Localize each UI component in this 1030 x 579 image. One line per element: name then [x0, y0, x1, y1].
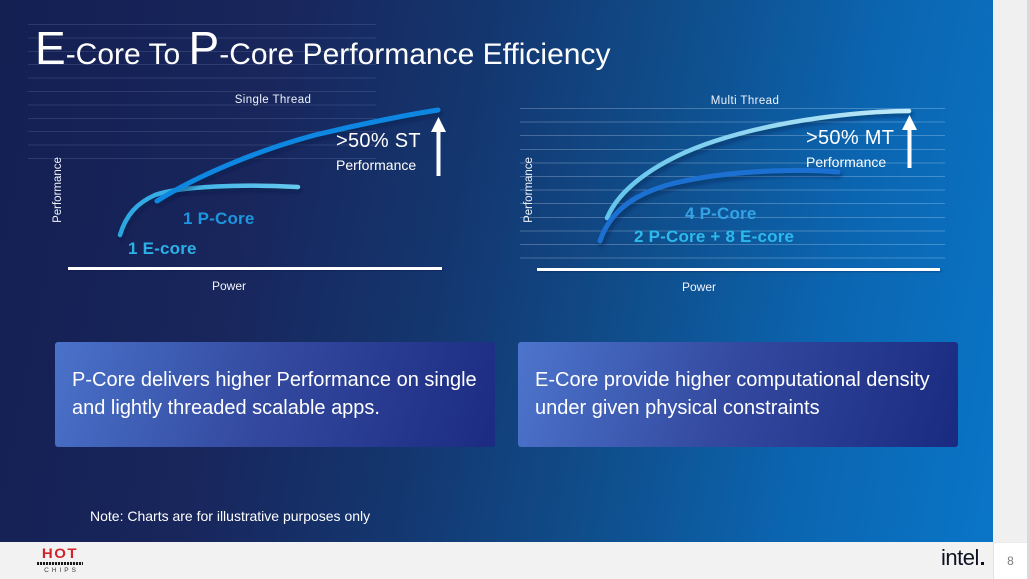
multi-thread-chart: [537, 108, 940, 271]
x-axis-line: [537, 268, 940, 271]
left-chart-gridlines: [28, 24, 376, 164]
slide-title: E-Core To P-Core Performance Efficiency: [35, 24, 610, 72]
right-annotation-line2: Performance: [806, 154, 887, 170]
page-number: 8: [1007, 554, 1014, 568]
footnote: Note: Charts are for illustrative purpos…: [90, 508, 371, 524]
intel-logo: intel: [941, 545, 984, 571]
hot-chips-logo-hot: HOT: [41, 545, 79, 562]
four-p-core-curve: [597, 167, 841, 244]
left-annotation: >50% ST Performance: [336, 130, 421, 173]
left-annotation-line1: >50% ST: [336, 130, 421, 152]
intel-logo-dot: [980, 562, 984, 565]
left-x-axis-label: Power: [211, 279, 247, 293]
hot-chips-logo-chips: CHIPS: [44, 567, 79, 574]
title-lead-rest: -Core To: [65, 38, 189, 71]
page-number-box: 8: [993, 542, 1027, 579]
st-gain-arrow-head: [431, 117, 446, 132]
mt-gain-arrow-head: [902, 115, 917, 130]
title-lead-letter: E: [35, 22, 66, 74]
intel-logo-text: intel: [941, 545, 979, 570]
left-chart-title: Single Thread: [234, 94, 312, 106]
footer-bar: [0, 542, 993, 579]
label-1-p-core: 1 P-Core: [183, 209, 255, 228]
hot-chips-logo: HOT CHIPS: [37, 545, 83, 574]
left-y-axis-label: Performance: [52, 157, 64, 223]
e-core-curve: [117, 183, 301, 238]
title-second-rest: -Core Performance Efficiency: [219, 38, 611, 71]
right-margin-strip: [993, 0, 1030, 579]
title-second-letter: P: [188, 22, 220, 74]
right-annotation: >50% MT Performance: [806, 127, 894, 170]
label-2p-8e-core: 2 P-Core + 8 E-core: [634, 227, 795, 246]
hybrid-curve: [604, 108, 912, 221]
left-annotation-line2: Performance: [336, 157, 417, 173]
label-4-p-core: 4 P-Core: [685, 204, 757, 223]
label-1-e-core: 1 E-core: [128, 239, 197, 258]
right-y-axis-label: Performance: [523, 157, 535, 223]
p-core-curve: [154, 107, 441, 204]
right-annotation-line1: >50% MT: [806, 127, 895, 149]
right-x-axis-label: Power: [681, 280, 717, 294]
callout-e-core: E-Core provide higher computational dens…: [518, 342, 958, 447]
slide-canvas: E-Core To P-Core Performance Efficiency …: [0, 0, 993, 542]
hot-chips-logo-bar: [37, 562, 83, 565]
single-thread-chart: [68, 107, 446, 270]
callout-p-core: P-Core delivers higher Performance on si…: [55, 342, 495, 447]
right-chart-title: Multi Thread: [710, 95, 780, 107]
x-axis-line: [68, 267, 442, 270]
